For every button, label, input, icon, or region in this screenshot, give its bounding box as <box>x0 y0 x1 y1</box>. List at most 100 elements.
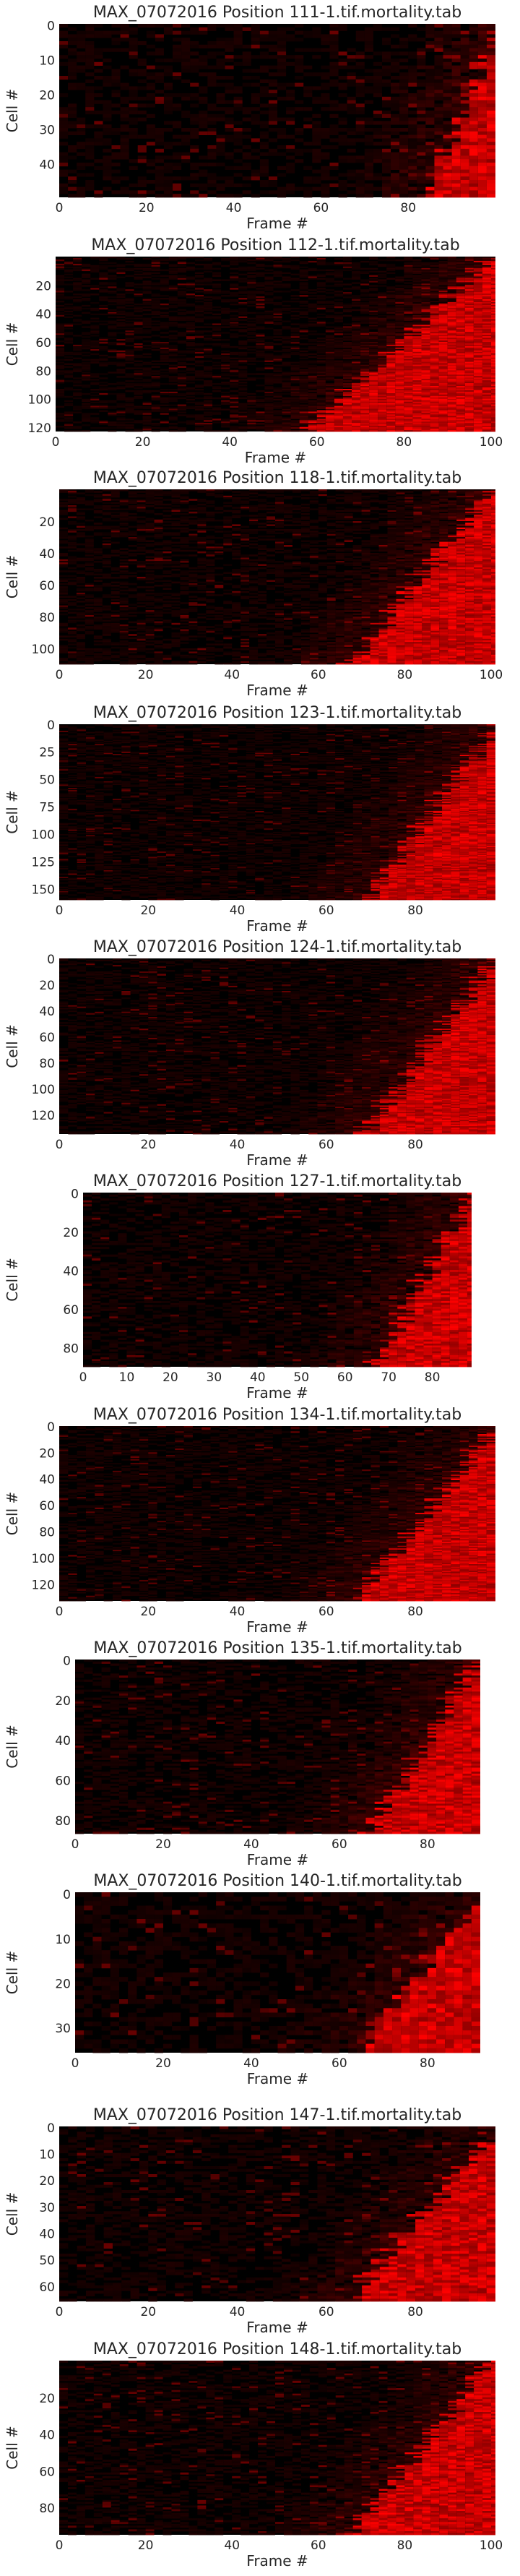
heatmap-cell <box>452 90 461 93</box>
heatmap-cell <box>408 34 417 38</box>
heatmap-cell <box>452 45 461 48</box>
heatmap-cell <box>85 41 94 45</box>
heatmap-cell <box>295 55 303 59</box>
heatmap-cell <box>77 121 85 124</box>
heatmap-cell <box>399 51 408 55</box>
heatmap-cell <box>425 97 434 100</box>
heatmap-cell <box>234 24 243 27</box>
heatmap-cell <box>329 124 338 128</box>
heatmap-row <box>59 114 495 118</box>
heatmap-cell <box>190 62 199 66</box>
heatmap-cell <box>85 48 94 52</box>
heatmap-cell <box>373 62 382 66</box>
heatmap-cell <box>121 34 129 38</box>
heatmap-cell <box>339 83 347 87</box>
heatmap-cell <box>59 34 68 38</box>
heatmap-cell <box>469 93 478 97</box>
heatmap-cell <box>461 69 469 72</box>
heatmap-cell <box>452 51 461 55</box>
heatmap-cell <box>339 121 347 124</box>
heatmap-row <box>68 72 495 76</box>
heatmap-cell <box>329 69 338 72</box>
heatmap-cell <box>129 51 138 55</box>
heatmap-cell <box>269 83 277 87</box>
heatmap-cell <box>129 72 138 76</box>
heatmap-cell <box>329 48 338 52</box>
heatmap-cell <box>121 107 129 111</box>
chart-title: MAX_07072016 Position 111-1.tif.mortalit… <box>93 4 462 22</box>
heatmap-cell <box>251 34 260 38</box>
heatmap-cell <box>478 107 487 111</box>
heatmap-cell <box>216 76 225 80</box>
heatmap-cell <box>478 76 487 80</box>
heatmap-cell <box>155 100 164 104</box>
heatmap-cell <box>469 107 478 111</box>
heatmap-cell <box>434 38 443 41</box>
heatmap-cell <box>251 93 260 97</box>
heatmap-cell <box>199 114 207 118</box>
heatmap-cell <box>382 121 391 124</box>
heatmap-cell <box>181 66 190 69</box>
heatmap-cell <box>269 93 277 97</box>
heatmap-cell <box>417 59 425 62</box>
heatmap-cell <box>216 114 225 118</box>
heatmap-cell <box>103 76 111 80</box>
heatmap-cell <box>111 93 120 97</box>
heatmap-cell <box>181 31 190 35</box>
heatmap-cell <box>452 41 461 45</box>
heatmap-cell <box>399 45 408 48</box>
heatmap-cell <box>408 80 417 83</box>
heatmap-cell <box>408 51 417 55</box>
heatmap-cell <box>373 80 382 83</box>
heatmap-cell <box>312 31 321 35</box>
heatmap-cell <box>478 34 487 38</box>
heatmap-cell <box>251 55 260 59</box>
heatmap-cell <box>85 27 94 31</box>
heatmap-cell <box>399 121 408 124</box>
heatmap-cell <box>234 55 243 59</box>
heatmap-cell <box>260 124 269 128</box>
heatmap-cell <box>251 83 260 87</box>
heatmap-cell <box>425 72 434 76</box>
heatmap-cell <box>85 72 94 76</box>
heatmap-cell <box>295 107 303 111</box>
heatmap-cell <box>243 69 251 72</box>
heatmap-cell <box>461 41 469 45</box>
heatmap-cell <box>129 45 138 48</box>
heatmap-cell <box>487 100 495 104</box>
heatmap-cell <box>312 100 321 104</box>
heatmap-cell <box>443 80 452 83</box>
heatmap-cell <box>173 48 181 52</box>
heatmap-cell <box>391 76 399 80</box>
heatmap-cell <box>286 34 295 38</box>
heatmap-cell <box>260 103 269 107</box>
heatmap-cell <box>303 107 312 111</box>
heatmap-cell <box>94 111 103 114</box>
heatmap-cell <box>207 118 216 121</box>
heatmap-cell <box>312 48 321 52</box>
heatmap-cell <box>199 118 207 121</box>
heatmap-cell <box>59 93 68 97</box>
heatmap-cell <box>339 76 347 80</box>
heatmap-cell <box>408 55 417 59</box>
heatmap-cell <box>111 48 120 52</box>
heatmap-cell <box>269 100 277 104</box>
heatmap-cell <box>138 41 147 45</box>
heatmap-cell <box>111 111 120 114</box>
heatmap-cell <box>469 86 478 90</box>
heatmap-cell <box>216 62 225 66</box>
heatmap-cell <box>77 34 85 38</box>
heatmap-cell <box>207 66 216 69</box>
heatmap-cell <box>173 121 181 124</box>
heatmap-cell <box>425 103 434 107</box>
heatmap-cell <box>425 86 434 90</box>
heatmap-cell <box>487 31 495 35</box>
heatmap-cell <box>121 86 129 90</box>
heatmap-cell <box>399 59 408 62</box>
heatmap-cell <box>469 31 478 35</box>
heatmap-cell <box>251 38 260 41</box>
heatmap-cell <box>487 103 495 107</box>
heatmap-cell <box>147 45 155 48</box>
heatmap-cell <box>321 93 329 97</box>
heatmap-cell <box>452 76 461 80</box>
